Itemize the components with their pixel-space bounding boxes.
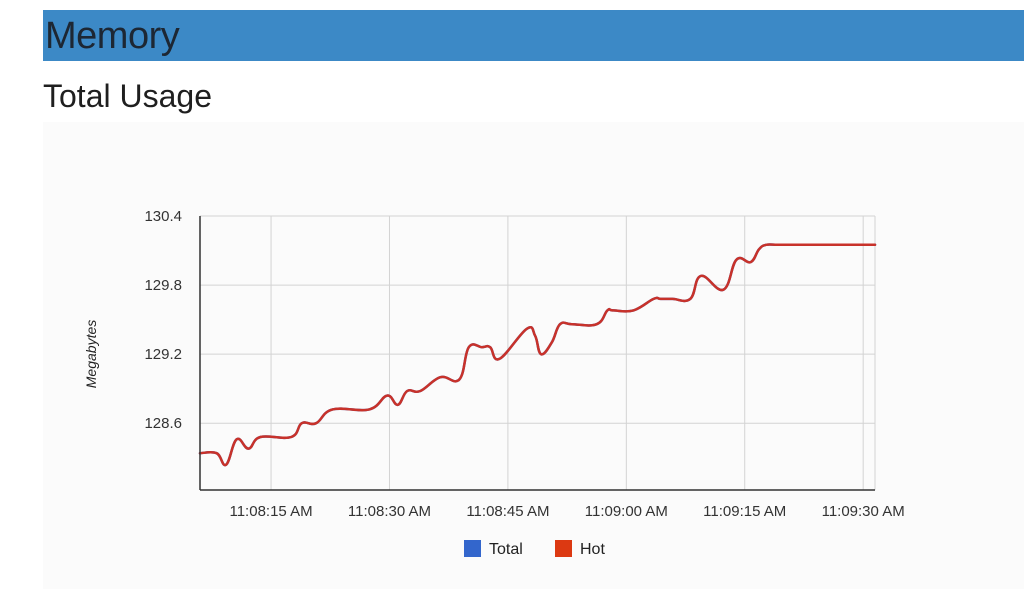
section-header: Memory: [43, 10, 1024, 61]
series-line-total: [198, 243, 877, 467]
chart-panel: 128.6 129.2 129.8 130.4 11:08:15 AM 11:08:30 …: [43, 122, 1024, 589]
axes: [199, 216, 875, 491]
y-axis-label: Megabytes: [83, 320, 99, 388]
y-tick-label: 128.6: [144, 415, 182, 432]
y-tick-label: 129.2: [144, 346, 182, 363]
legend: Total Hot: [464, 540, 605, 558]
x-tick-label: 11:09:00 AM: [585, 503, 668, 520]
x-tick-label: 11:08:30 AM: [348, 503, 431, 520]
legend-label-total: Total: [489, 541, 523, 558]
x-tick-label: 11:08:15 AM: [229, 503, 312, 520]
y-tick-label: 129.8: [144, 277, 182, 294]
x-tick-label: 11:09:15 AM: [703, 503, 786, 520]
legend-label-hot: Hot: [580, 541, 605, 558]
legend-swatch-hot: [555, 540, 572, 557]
section-title: Memory: [45, 15, 180, 57]
grid-lines: [200, 215, 876, 490]
chart-title: Total Usage: [43, 78, 212, 114]
tick-labels: 128.6 129.2 129.8 130.4 11:08:15 AM 11:08:30 …: [144, 208, 904, 520]
x-tick-label: 11:08:45 AM: [466, 503, 549, 520]
series-lines: [198, 243, 877, 467]
y-tick-label: 130.4: [144, 208, 182, 225]
series-line-hot: [198, 243, 877, 467]
line-chart: 128.6 129.2 129.8 130.4 11:08:15 AM 11:08:30 …: [83, 208, 905, 558]
legend-swatch-total: [464, 540, 481, 557]
x-tick-label: 11:09:30 AM: [822, 503, 905, 520]
